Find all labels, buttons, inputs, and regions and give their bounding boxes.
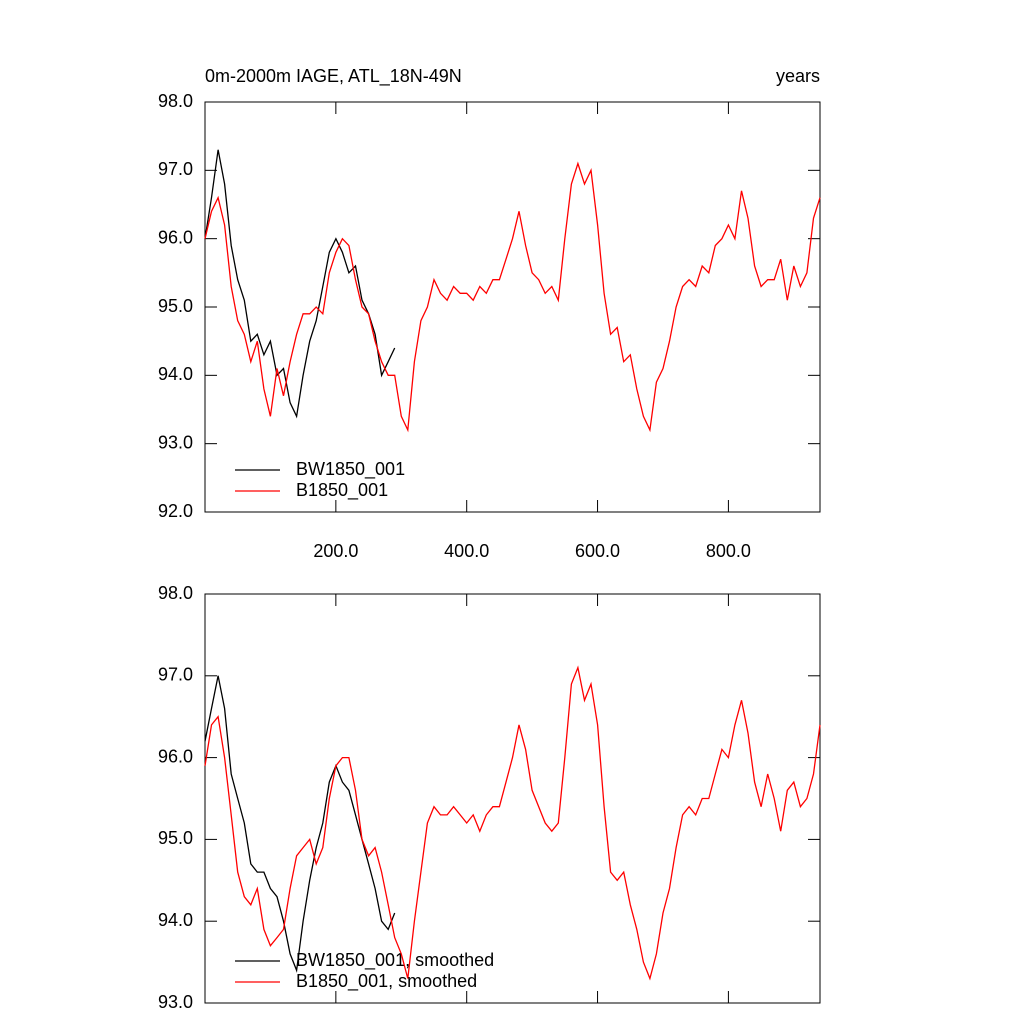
plot-frame — [204, 101, 821, 513]
legend-label: B1850_001 — [296, 480, 388, 501]
y-tick-label: 93.0 — [158, 432, 193, 452]
y-tick-label: 95.0 — [158, 296, 193, 316]
x-tick-label: 800.0 — [706, 541, 751, 561]
y-tick-label: 97.0 — [158, 665, 193, 685]
y-tick-label: 92.0 — [158, 501, 193, 521]
x-tick-label: 200.0 — [313, 541, 358, 561]
x-tick-label: 600.0 — [575, 541, 620, 561]
y-tick-label: 98.0 — [158, 91, 193, 111]
legend-label: BW1850_001, smoothed — [296, 950, 494, 971]
chart-subtitle: years — [776, 66, 820, 86]
y-tick-label: 96.0 — [158, 746, 193, 766]
series-line — [204, 161, 821, 433]
y-tick-label: 95.0 — [158, 828, 193, 848]
y-tick-label: 96.0 — [158, 227, 193, 247]
y-tick-label: 93.0 — [158, 992, 193, 1012]
y-tick-label: 94.0 — [158, 910, 193, 930]
y-tick-label: 94.0 — [158, 364, 193, 384]
series-line — [204, 665, 821, 981]
plot-frame — [204, 593, 821, 1004]
y-tick-label: 97.0 — [158, 159, 193, 179]
legend-label: B1850_001, smoothed — [296, 971, 477, 992]
series-line — [204, 149, 396, 419]
chart-title: 0m-2000m IAGE, ATL_18N-49N — [205, 66, 462, 87]
y-tick-label: 98.0 — [158, 583, 193, 603]
legend-label: BW1850_001 — [296, 459, 405, 480]
series-line — [204, 675, 396, 973]
x-tick-label: 400.0 — [444, 541, 489, 561]
